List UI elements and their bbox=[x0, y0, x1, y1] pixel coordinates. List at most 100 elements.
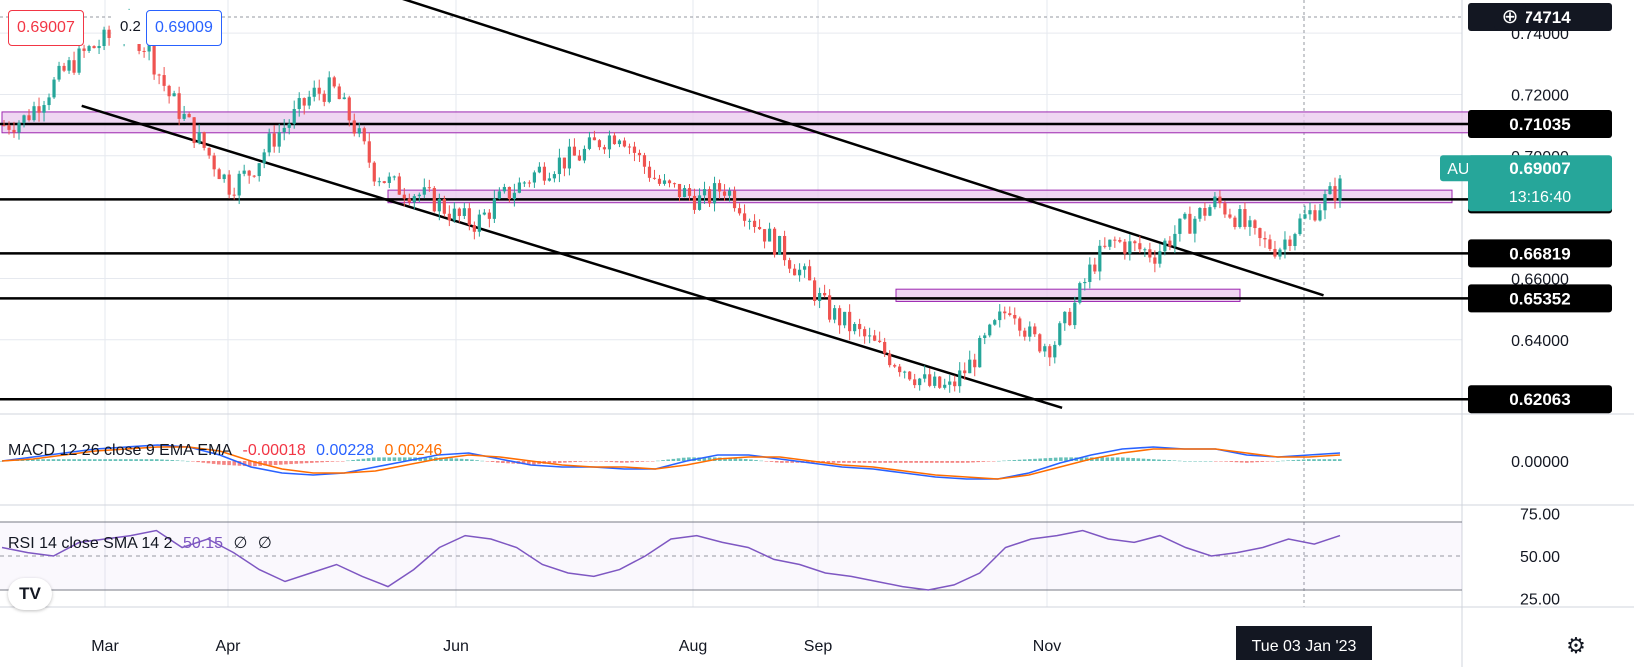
candle-body bbox=[742, 213, 747, 221]
macd-hist-bar bbox=[1017, 459, 1022, 461]
macd-hist-bar bbox=[501, 461, 505, 463]
macd-legend[interactable]: MACD 12 26 close 9 EMA EMA -0.00018 0.00… bbox=[8, 442, 448, 460]
candle-body bbox=[77, 48, 81, 73]
rsi-legend[interactable]: RSI 14 close SMA 14 2 50.15 ∅ ∅ bbox=[8, 533, 278, 553]
macd-hist-bar bbox=[774, 461, 779, 463]
countdown-tag: 13:16:40 bbox=[1509, 189, 1571, 206]
macd-hist-bar bbox=[1084, 457, 1089, 461]
candle-body bbox=[968, 359, 972, 374]
macd-hist-bar bbox=[1203, 461, 1208, 462]
macd-hist-bar bbox=[201, 461, 206, 463]
macd-hist-bar bbox=[144, 459, 149, 461]
candle-body bbox=[187, 113, 191, 118]
macd-hist-bar bbox=[464, 459, 469, 461]
macd-hist-bar bbox=[1043, 458, 1048, 461]
macd-hist-bar bbox=[1110, 457, 1115, 461]
add-scale-icon[interactable]: ⊕ bbox=[1494, 4, 1526, 30]
candle-body bbox=[1103, 245, 1107, 247]
macd-hist-bar bbox=[728, 458, 733, 461]
macd-hist-bar bbox=[945, 461, 949, 463]
macd-hist-bar bbox=[284, 461, 288, 465]
macd-hist-bar bbox=[976, 461, 980, 463]
trendlines bbox=[81, 0, 1324, 410]
macd-hist-bar bbox=[459, 458, 464, 461]
macd-hist-bar bbox=[325, 461, 330, 462]
candle-body bbox=[607, 135, 612, 150]
candle-body bbox=[662, 180, 667, 184]
macd-hist-bar bbox=[506, 461, 510, 464]
macd-hist-bar bbox=[1332, 459, 1337, 461]
candle-body bbox=[848, 311, 852, 332]
candle-body bbox=[1158, 251, 1162, 264]
candle-body bbox=[1283, 239, 1287, 250]
candle-body bbox=[47, 97, 51, 106]
candle-body bbox=[672, 183, 677, 185]
macd-hist-bar bbox=[98, 459, 102, 461]
candle-body bbox=[417, 194, 421, 197]
candle-body bbox=[998, 311, 1002, 321]
macd-hist-bar bbox=[661, 460, 665, 461]
candle-body bbox=[878, 340, 882, 342]
candle-body bbox=[642, 155, 647, 167]
candle-body bbox=[732, 190, 737, 209]
candle-body bbox=[97, 46, 101, 49]
macd-hist-bar bbox=[56, 459, 61, 461]
candle-body bbox=[838, 308, 842, 326]
macd-hist-bar bbox=[1146, 458, 1151, 461]
candle-body bbox=[317, 87, 321, 94]
time-label-2: Jun bbox=[443, 638, 469, 655]
candle-body bbox=[342, 97, 346, 100]
bid-price[interactable]: 0.69007 bbox=[8, 10, 84, 46]
candle-body bbox=[147, 45, 151, 52]
macd-hist-bar bbox=[1100, 457, 1104, 461]
candle-body bbox=[933, 376, 937, 386]
candle-body bbox=[787, 260, 792, 269]
candle-body bbox=[813, 280, 817, 301]
candle-body bbox=[782, 235, 787, 261]
candle-body bbox=[472, 225, 476, 232]
candle-body bbox=[2, 125, 6, 127]
candle-body bbox=[152, 45, 156, 75]
macd-hist-bar bbox=[118, 459, 123, 461]
macd-hist-bar bbox=[123, 459, 128, 461]
candle-body bbox=[397, 176, 401, 195]
macd-hist-bar bbox=[61, 459, 66, 461]
candle-body bbox=[167, 85, 171, 97]
time-label-3: Aug bbox=[679, 638, 707, 655]
macd-hist-bar bbox=[1105, 457, 1110, 461]
macd-hist-bar bbox=[971, 461, 975, 463]
candle-body bbox=[1223, 203, 1227, 215]
macd-hist-bar bbox=[1291, 460, 1296, 461]
candle-body bbox=[272, 133, 276, 147]
macd-hist-bar bbox=[625, 461, 629, 463]
macd-hist-bar bbox=[185, 460, 190, 462]
settings-gear-icon[interactable]: ⚙ bbox=[1566, 633, 1586, 658]
candle-body bbox=[1143, 249, 1147, 251]
time-label-0: Mar bbox=[91, 638, 119, 655]
candle-body bbox=[452, 208, 456, 221]
candle-body bbox=[1263, 238, 1267, 240]
macd-hist-bar bbox=[160, 459, 164, 461]
macd-hist-bar bbox=[402, 457, 407, 461]
macd-hist-bar bbox=[340, 461, 345, 462]
candle-body bbox=[22, 115, 26, 123]
macd-hist-bar bbox=[594, 461, 598, 462]
macd-hist-bar bbox=[1033, 458, 1037, 461]
macd-hist-bar bbox=[0, 461, 4, 462]
macd-hist-bar bbox=[966, 461, 970, 463]
macd-hist-bar bbox=[702, 457, 707, 461]
macd-panel bbox=[0, 444, 1342, 480]
candle-body bbox=[577, 155, 582, 161]
candle-body bbox=[717, 183, 722, 192]
macd-hist-bar bbox=[1338, 459, 1342, 461]
candle-body bbox=[1328, 186, 1332, 195]
macd-hist-bar bbox=[836, 461, 841, 463]
macd-hist-bar bbox=[1239, 461, 1244, 463]
candle-body bbox=[627, 146, 632, 148]
tradingview-logo[interactable]: TV bbox=[8, 578, 52, 610]
ask-price[interactable]: 0.69009 bbox=[146, 10, 222, 46]
rsi-value: 50.15 bbox=[182, 535, 224, 552]
macd-hist-bar bbox=[723, 457, 727, 461]
macd-hist-bar bbox=[1198, 461, 1203, 462]
